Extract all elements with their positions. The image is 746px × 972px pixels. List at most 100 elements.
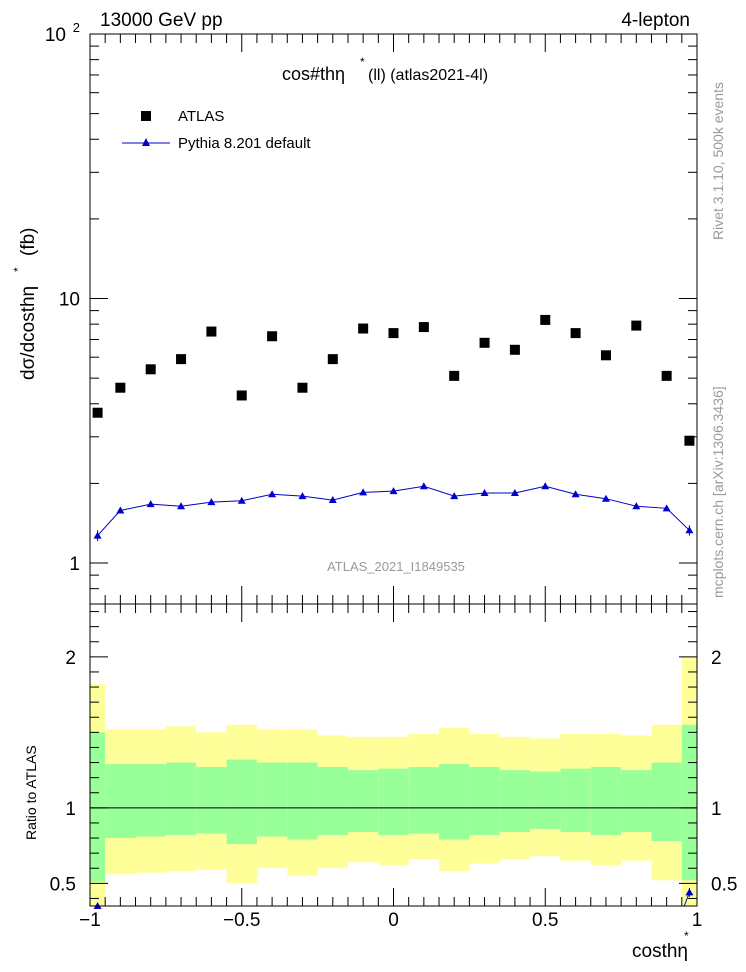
mc-point [268, 490, 277, 498]
rivet-label: Rivet 3.1.10, 500k events [710, 82, 726, 240]
mc-point [177, 502, 186, 510]
ratio-y-tick-label: 2 [65, 648, 76, 669]
mc-point [685, 526, 694, 534]
mc-point [541, 482, 550, 490]
y-tick-label: 1 [69, 554, 80, 575]
mc-point [389, 487, 398, 495]
data-point [631, 320, 642, 331]
ratio-band-inner [317, 767, 348, 836]
ratio-band-inner [408, 767, 440, 834]
data-point [479, 337, 490, 348]
ratio-y-tick-label-right: 2 [711, 648, 722, 669]
ratio-band-inner [196, 767, 227, 834]
data-point [92, 407, 103, 418]
y-axis-label-top: dσ/dcosthη * (fb) [11, 228, 39, 381]
header-right-label: 4-lepton [621, 10, 690, 31]
mc-point [450, 492, 459, 500]
mc-point [328, 496, 337, 504]
ratio-band-inner [90, 732, 106, 882]
legend-mc-label: Pythia 8.201 default [178, 135, 311, 152]
ratio-band-inner [165, 762, 197, 836]
data-point [418, 322, 429, 333]
x-tick-label: 0 [388, 910, 399, 931]
plot-title-sup: * [360, 55, 365, 69]
axis-tick-labels: 1 10 10 2 0.5 0.5 1 1 2 2 −1 −0.5 0 0.5 1 [45, 20, 738, 931]
data-point [236, 390, 247, 401]
data-point [388, 328, 399, 339]
mc-point [207, 498, 216, 506]
legend-mc-marker [142, 138, 150, 146]
mc-point [359, 488, 368, 496]
y-axis-label-unit: (fb) [18, 228, 39, 257]
mc-point [419, 482, 428, 490]
ratio-point [685, 888, 694, 896]
ratio-y-tick-label: 1 [65, 799, 76, 820]
ratio-uncertainty-bands [90, 656, 697, 906]
mc-point [146, 500, 155, 508]
data-point [570, 328, 581, 339]
mc-point [662, 504, 671, 512]
mc-point [632, 502, 641, 510]
axis-ticks [89, 33, 698, 906]
x-axis-label-sup: * [684, 929, 689, 943]
y-axis-label-sup: * [11, 267, 25, 272]
x-tick-label: 0.5 [532, 910, 558, 931]
data-point [145, 364, 156, 375]
y-tick-label-exponent: 2 [73, 20, 80, 35]
analysis-watermark: ATLAS_2021_I1849535 [327, 559, 465, 574]
mc-point [93, 531, 102, 539]
ratio-band-inner [287, 762, 318, 840]
ratio-band-inner [469, 767, 500, 836]
data-point [358, 323, 369, 334]
ratio-band-inner [621, 770, 652, 833]
mc-point [237, 496, 246, 504]
ratio-band-inner [226, 759, 257, 845]
data-point [600, 350, 611, 361]
ratio-y-tick-label: 0.5 [50, 874, 76, 895]
data-point [449, 370, 460, 381]
x-axis-label: costhη [632, 941, 688, 962]
ratio-band-inner [651, 762, 682, 842]
ratio-band-inner [560, 768, 591, 833]
ratio-band-inner [135, 764, 166, 837]
ratio-band-inner [590, 767, 622, 836]
legend-data-label: ATLAS [178, 108, 224, 125]
data-point [684, 435, 695, 446]
x-tick-label: −1 [79, 910, 101, 931]
mc-series-points [93, 482, 694, 542]
mc-point [480, 488, 489, 496]
ratio-band-inner [378, 768, 409, 836]
data-point [267, 331, 278, 342]
ratio-series-points [93, 887, 694, 909]
data-point [327, 354, 338, 365]
plot-title: cos#thη [282, 64, 345, 84]
ratio-mc-line [683, 892, 690, 907]
ratio-band-inner [681, 724, 697, 881]
data-point [297, 382, 308, 393]
data-point [176, 354, 187, 365]
ratio-band-inner [256, 762, 288, 837]
ratio-band-inner [439, 764, 470, 840]
mc-point [298, 492, 307, 500]
mc-point [116, 506, 125, 514]
data-point [540, 314, 551, 325]
plot-title-sub: (ll) (atlas2021-4l) [368, 67, 488, 84]
ratio-band-inner [499, 770, 531, 833]
mc-point [601, 494, 610, 502]
x-tick-label: −0.5 [223, 910, 261, 931]
data-point [115, 382, 126, 393]
ratio-y-tick-label-right: 1 [711, 799, 722, 820]
ratio-y-tick-label-right: 0.5 [711, 874, 737, 895]
y-axis-label-main: dσ/dcosthη [18, 286, 39, 380]
data-point [509, 344, 520, 355]
legend-data-marker [141, 111, 151, 121]
y-tick-label: 10 [59, 290, 80, 311]
data-series-points [92, 314, 695, 446]
ratio-band-inner [530, 771, 561, 829]
y-axis-label-ratio: Ratio to ATLAS [23, 745, 39, 840]
mc-point [571, 490, 580, 498]
y-tick-label: 10 [45, 25, 66, 46]
data-point [206, 326, 217, 337]
mcplots-label: mcplots.cern.ch [arXiv:1306.3436] [710, 386, 726, 598]
